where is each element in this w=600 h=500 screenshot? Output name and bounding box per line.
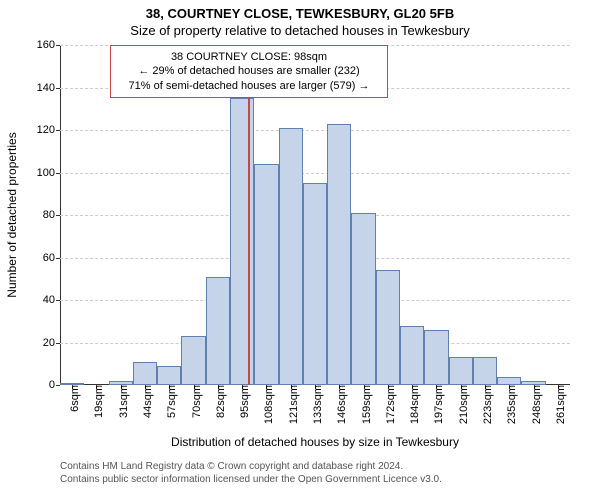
histogram-bar (497, 377, 521, 386)
histogram-bar (60, 383, 84, 385)
xtick-label: 6sqm (63, 385, 81, 412)
gridline (60, 130, 570, 131)
histogram-bar (449, 357, 473, 385)
xtick-label: 248sqm (525, 385, 543, 424)
annotation-line1: 38 COURTNEY CLOSE: 98sqm (119, 50, 379, 64)
y-axis-title: Number of detached properties (5, 132, 19, 297)
annotation-line2: ← 29% of detached houses are smaller (23… (119, 64, 379, 78)
ytick-label: 100 (37, 167, 60, 179)
histogram-bar (181, 336, 205, 385)
xtick-label: 31sqm (112, 385, 130, 418)
gridline (60, 173, 570, 174)
footer: Contains HM Land Registry data © Crown c… (60, 460, 442, 486)
ytick-label: 160 (37, 39, 60, 51)
footer-line2: Contains public sector information licen… (60, 473, 442, 486)
xtick-label: 184sqm (403, 385, 421, 424)
xtick-label: 82sqm (209, 385, 227, 418)
histogram-bar (473, 357, 497, 385)
ytick-label: 80 (43, 209, 60, 221)
histogram-bar (424, 330, 448, 385)
ytick-label: 20 (43, 337, 60, 349)
footer-line1: Contains HM Land Registry data © Crown c… (60, 460, 442, 473)
title-sub: Size of property relative to detached ho… (0, 21, 600, 38)
histogram-bar (109, 381, 133, 385)
histogram-bar (400, 326, 424, 386)
histogram-bar (303, 183, 327, 385)
histogram-bar (351, 213, 375, 385)
ytick-label: 140 (37, 82, 60, 94)
xtick-label: 121sqm (282, 385, 300, 424)
xtick-label: 159sqm (355, 385, 373, 424)
xtick-label: 210sqm (452, 385, 470, 424)
histogram-bar (279, 128, 303, 385)
xtick-label: 197sqm (427, 385, 445, 424)
ytick-label: 0 (49, 379, 60, 391)
chart-container: 38, COURTNEY CLOSE, TEWKESBURY, GL20 5FB… (0, 0, 600, 500)
ytick-label: 40 (43, 294, 60, 306)
ytick-label: 60 (43, 252, 60, 264)
histogram-bar (230, 98, 254, 385)
xtick-label: 146sqm (330, 385, 348, 424)
xtick-label: 19sqm (87, 385, 105, 418)
xtick-label: 133sqm (306, 385, 324, 424)
xtick-label: 70sqm (185, 385, 203, 418)
histogram-bar (157, 366, 181, 385)
xtick-label: 57sqm (160, 385, 178, 418)
annotation-box: 38 COURTNEY CLOSE: 98sqm ← 29% of detach… (110, 45, 388, 98)
xtick-label: 44sqm (136, 385, 154, 418)
ytick-label: 120 (37, 124, 60, 136)
xtick-label: 261sqm (549, 385, 567, 424)
annotation-line3: 71% of semi-detached houses are larger (… (119, 79, 379, 93)
xtick-label: 95sqm (233, 385, 251, 418)
histogram-bar (206, 277, 230, 385)
histogram-bar (376, 270, 400, 385)
histogram-bar (254, 164, 278, 385)
title-main: 38, COURTNEY CLOSE, TEWKESBURY, GL20 5FB (0, 0, 600, 21)
xtick-label: 235sqm (500, 385, 518, 424)
histogram-bar (133, 362, 157, 385)
x-axis-title: Distribution of detached houses by size … (60, 435, 570, 449)
histogram-bar (327, 124, 351, 385)
xtick-label: 223sqm (476, 385, 494, 424)
xtick-label: 108sqm (257, 385, 275, 424)
xtick-label: 172sqm (379, 385, 397, 424)
histogram-bar (521, 381, 545, 385)
